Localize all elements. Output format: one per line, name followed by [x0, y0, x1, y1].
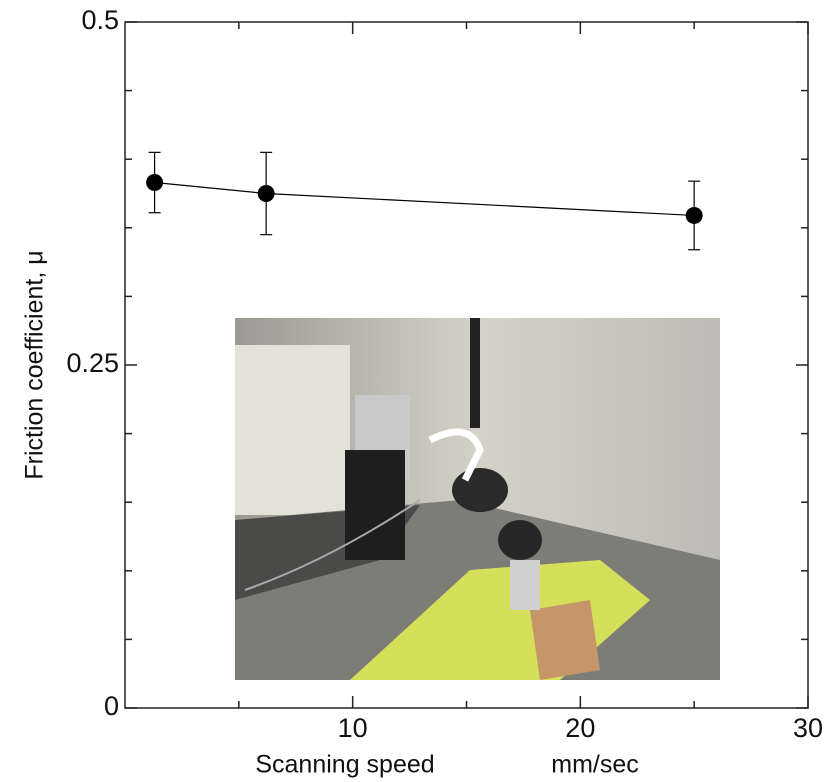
data-point — [685, 206, 703, 224]
x-axis-label: Scanning speed — [255, 751, 434, 779]
x-tick-label: 30 — [793, 713, 823, 743]
data-point — [257, 185, 275, 202]
data-line — [154, 181, 695, 217]
y-tick-label: 0.5 — [81, 5, 119, 35]
y-axis-label: Friction coefficient, μ — [21, 250, 49, 479]
y-tick-label: 0 — [104, 691, 119, 721]
x-axis-unit: mm/sec — [551, 751, 639, 779]
data-point — [146, 174, 164, 192]
x-tick-label: 20 — [565, 713, 595, 743]
inset-photo — [235, 318, 720, 680]
x-tick-label: 10 — [338, 713, 368, 743]
y-tick-label: 0.25 — [66, 348, 119, 378]
